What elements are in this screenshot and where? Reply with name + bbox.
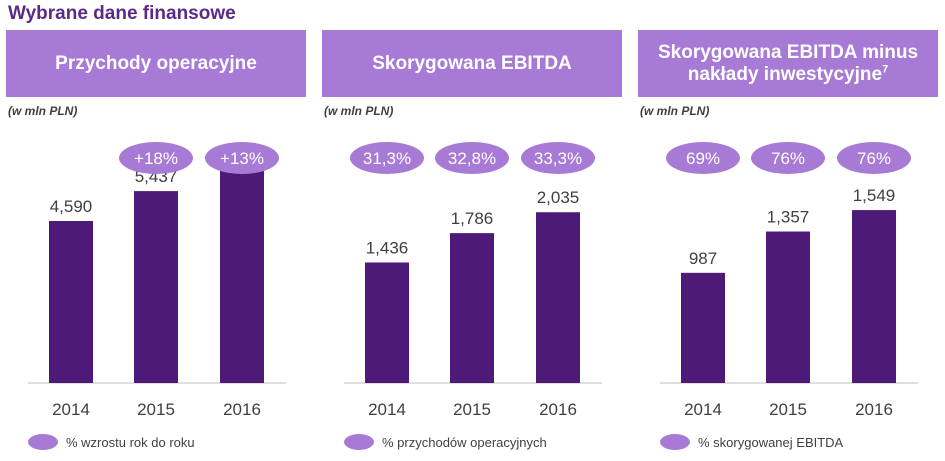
bar (365, 262, 409, 383)
x-tick-label: 2014 (368, 400, 406, 419)
panel-header: Przychody operacyjne (6, 30, 306, 97)
panel-header: Skorygowana EBITDA minus nakłady inwesty… (638, 30, 938, 97)
badge-label: 76% (857, 149, 891, 168)
bar (134, 191, 178, 383)
legend-swatch (344, 434, 374, 450)
panel-title: Przychody operacyjne (55, 52, 257, 74)
bar (766, 231, 810, 383)
data-label: 1,549 (853, 186, 896, 205)
panel-header: Skorygowana EBITDA (322, 30, 622, 97)
badge (666, 142, 740, 174)
x-tick-label: 2016 (223, 400, 261, 419)
x-tick-label: 2016 (855, 400, 893, 419)
x-tick-label: 2014 (52, 400, 90, 419)
data-label: 2,035 (537, 188, 580, 207)
panel-title: Skorygowana EBITDA (372, 52, 572, 74)
badge (350, 142, 424, 174)
x-tick-label: 2015 (137, 400, 175, 419)
bar (852, 210, 896, 383)
badge-label: +13% (220, 149, 264, 168)
bar (681, 272, 725, 383)
bar (536, 212, 580, 383)
panel-title-text: Skorygowana EBITDA minus nakłady inwesty… (657, 41, 919, 85)
badge (205, 142, 279, 174)
legend-swatch (660, 434, 690, 450)
legend-label: % przychodów operacyjnych (382, 434, 547, 450)
x-tick-label: 2014 (684, 400, 722, 419)
x-tick-label: 2015 (769, 400, 807, 419)
badge (751, 142, 825, 174)
data-label: 987 (689, 249, 717, 268)
panel-title: Skorygowana EBITDA minus nakłady inwesty… (650, 42, 926, 86)
legend-label: % skorygowanej EBITDA (698, 434, 844, 450)
legend: % wzrostu rok do roku (28, 434, 195, 450)
bar-chart-ebitda-capex: 987 2014 69% 1,357 2015 76% 1,549 2016 76% (660, 142, 918, 419)
bar (220, 167, 264, 383)
x-tick-label: 2015 (453, 400, 491, 419)
legend-label: % wzrostu rok do roku (66, 434, 195, 450)
bar-chart-ebitda: 1,436 2014 31,3% 1,786 2015 32,8% 2,035 2016 33,… (344, 142, 602, 419)
page-title: Wybrane dane finansowe (8, 3, 236, 24)
badge (119, 142, 193, 174)
badge-label: 69% (686, 149, 720, 168)
footnote-marker: 7 (882, 63, 889, 76)
bar (450, 233, 494, 383)
data-label: 1,786 (451, 209, 494, 228)
panel-ebitda-capex: Skorygowana EBITDA minus nakłady inwesty… (638, 30, 938, 461)
badge-label: 76% (771, 149, 805, 168)
badge-label: 33,3% (534, 149, 582, 168)
legend-swatch (28, 434, 58, 450)
legend: % skorygowanej EBITDA (660, 434, 843, 450)
bar (49, 221, 93, 383)
panel-revenue: Przychody operacyjne (w mln PLN) 4,590 20… (6, 30, 306, 461)
badge (837, 142, 911, 174)
units-label: (w mln PLN) (640, 104, 710, 118)
units-label: (w mln PLN) (8, 104, 78, 118)
data-label: 1,357 (767, 208, 810, 227)
units-label: (w mln PLN) (324, 104, 394, 118)
badge (521, 142, 595, 174)
badge-label: 31,3% (363, 149, 411, 168)
panel-ebitda: Skorygowana EBITDA (w mln PLN) 1,436 2014… (322, 30, 622, 461)
data-label: 4,590 (50, 197, 93, 216)
badge-label: 32,8% (448, 149, 496, 168)
x-tick-label: 2016 (539, 400, 577, 419)
legend: % przychodów operacyjnych (344, 434, 547, 450)
data-label: 1,436 (366, 238, 409, 257)
badge-label: +18% (134, 149, 178, 168)
badge (435, 142, 509, 174)
